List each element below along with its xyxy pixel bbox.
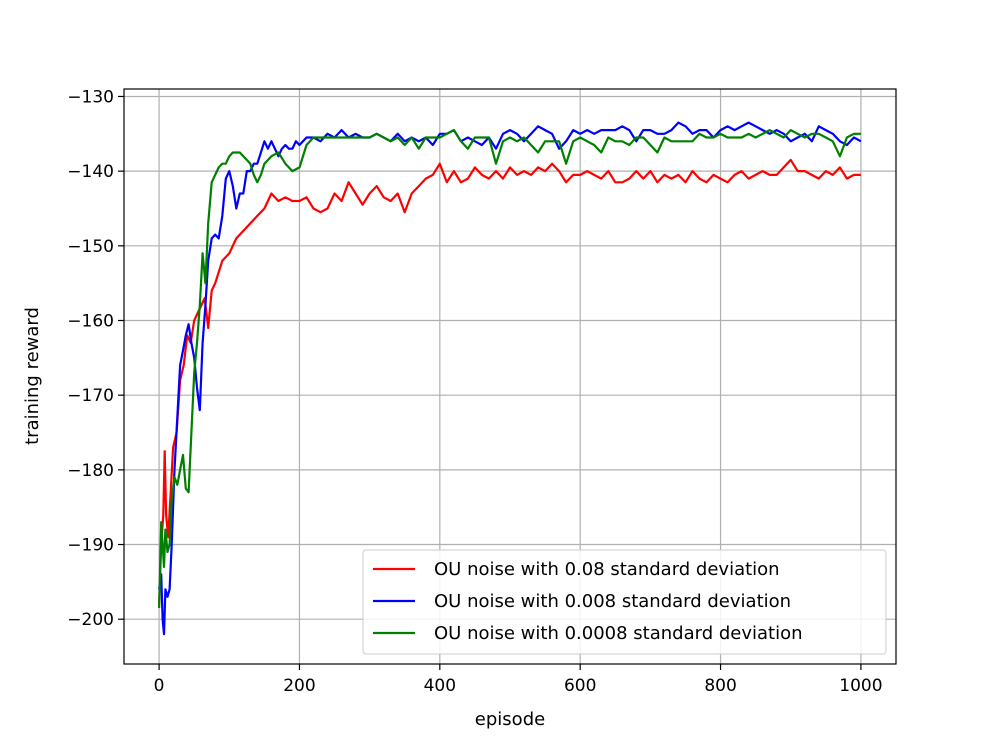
series-line-0 (158, 158, 861, 605)
y-tick-label: −150 (67, 237, 114, 257)
series-line-2 (158, 129, 861, 609)
legend-label-0: OU noise with 0.08 standard deviation (434, 559, 780, 580)
plot-frame (123, 88, 897, 665)
y-tick-label: −140 (67, 162, 114, 182)
axis-ticks: 0 200 400 600 800 1000 −200 −190 −180 −170 −160 −15… (67, 87, 882, 696)
y-axis-label: training reward (22, 307, 43, 445)
grid-lines (124, 89, 896, 664)
x-axis-label: episode (475, 709, 545, 730)
y-tick-label: −170 (67, 386, 114, 406)
series-lines (158, 121, 862, 636)
y-tick-label: −130 (67, 87, 114, 107)
legend-label-1: OU noise with 0.008 standard deviation (434, 591, 791, 612)
x-tick-label: 400 (424, 676, 456, 696)
y-tick-label: −160 (67, 311, 114, 331)
x-tick-label: 0 (154, 676, 165, 696)
y-tick-label: −200 (67, 610, 114, 630)
x-tick-label: 1000 (839, 676, 882, 696)
legend: OU noise with 0.08 standard deviation OU… (362, 549, 887, 655)
y-tick-label: −180 (67, 461, 114, 481)
legend-label-2: OU noise with 0.0008 standard deviation (434, 623, 803, 644)
y-tick-label: −190 (67, 536, 114, 556)
series-line-1 (158, 121, 862, 636)
x-tick-label: 200 (283, 676, 315, 696)
legend-box (362, 549, 887, 655)
x-tick-label: 800 (704, 676, 736, 696)
x-tick-label: 600 (564, 676, 596, 696)
